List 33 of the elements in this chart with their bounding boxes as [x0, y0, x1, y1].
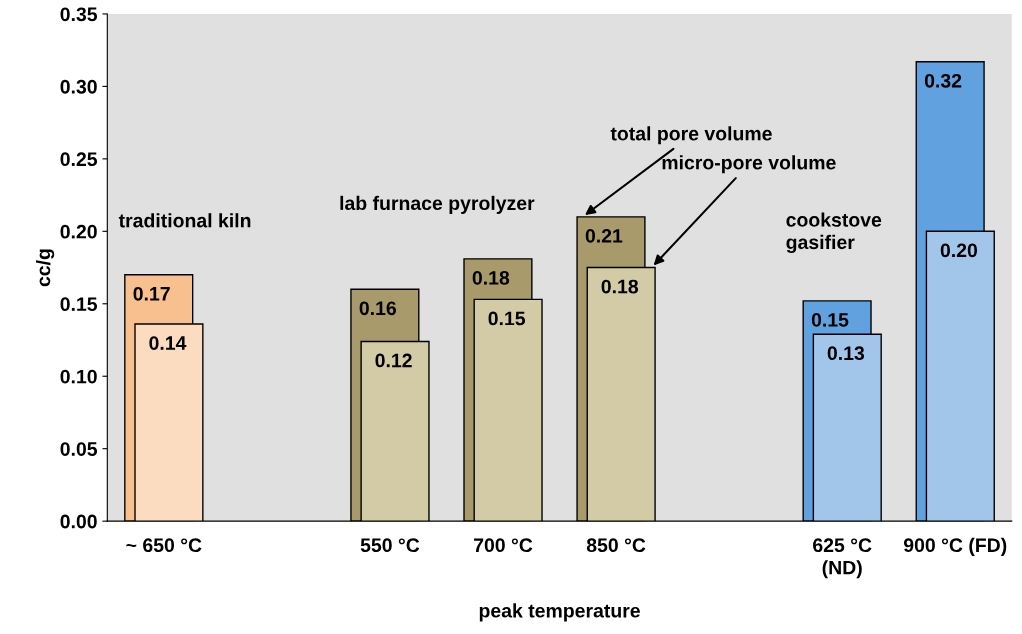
data-label: 0.15	[488, 311, 526, 326]
data-label: 0.17	[133, 286, 170, 301]
x-tick-label: 900 °C (FD)	[903, 537, 1007, 556]
y-tick-label: 0.15	[60, 297, 98, 312]
data-label: 0.13	[827, 346, 865, 361]
x-tick-label: 700 °C	[474, 538, 533, 553]
y-tick-label: 0.35	[60, 7, 98, 22]
y-tick-label: 0.10	[60, 369, 97, 384]
x-tick-label: 550 °C	[360, 538, 420, 553]
text: micro-pore volume	[662, 155, 836, 174]
data-label: 0.18	[472, 270, 510, 285]
data-label: 0.32	[924, 73, 962, 88]
data-label: 0.12	[375, 353, 412, 368]
text: total pore volume	[610, 126, 772, 145]
data-label: 0.14	[149, 336, 187, 350]
data-label: 0.18	[601, 279, 639, 294]
x-tick-label: 625 °C (ND)	[813, 538, 872, 579]
x-tick-label: ~ 650 °C	[126, 538, 202, 553]
y-tick-label: 0.25	[60, 152, 98, 167]
y-tick-label: 0.05	[60, 442, 98, 456]
data-label: 0.20	[940, 243, 978, 258]
x-axis-title: peak temperature	[479, 603, 640, 622]
data-label: 0.16	[359, 301, 397, 316]
y-axis-title: cc/g	[35, 249, 55, 287]
x-tick-label: 850 °C	[586, 538, 646, 553]
annotation: lab furnace pyrolyzer	[340, 195, 535, 214]
annotation: traditional kiln	[118, 213, 251, 228]
y-tick-label: 0.20	[60, 224, 97, 239]
data-label: 0.21	[585, 228, 623, 243]
y-tick-label: 0.00	[60, 514, 97, 529]
data-label: 0.15	[811, 312, 849, 327]
y-tick-label: 0.30	[60, 79, 97, 94]
annotation: cookstove gasifier	[786, 212, 882, 254]
